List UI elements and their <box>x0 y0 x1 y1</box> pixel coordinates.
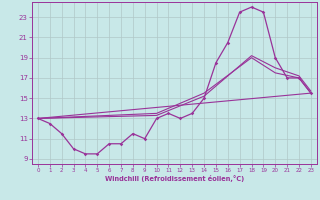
X-axis label: Windchill (Refroidissement éolien,°C): Windchill (Refroidissement éolien,°C) <box>105 175 244 182</box>
